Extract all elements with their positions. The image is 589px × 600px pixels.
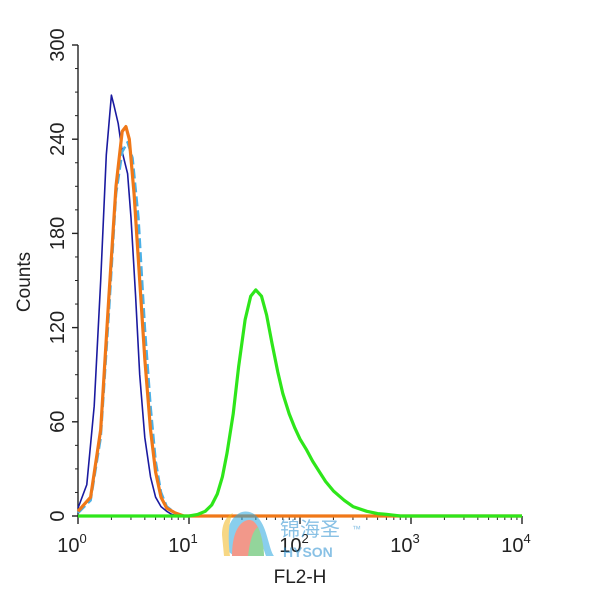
hyson-watermark: 锦海圣 HYSON ™ xyxy=(222,511,361,560)
x-tick-labels: 100 101 102 103 104 xyxy=(57,531,530,557)
x-axis-title: FL2-H xyxy=(274,567,327,588)
x-tick-label: 101 xyxy=(168,531,197,557)
series-line-2 xyxy=(77,141,522,518)
y-tick-label: 240 xyxy=(47,123,69,156)
x-tick-label: 103 xyxy=(390,531,419,557)
y-tick-labels: 0 60 120 180 240 300 xyxy=(47,28,69,521)
watermark-cn-text: 锦海圣 xyxy=(280,518,340,541)
x-tick-label: 104 xyxy=(501,531,530,557)
series-line-4 xyxy=(78,288,522,518)
x-tick-label-exp: 0 xyxy=(80,531,87,546)
y-tick-label: 180 xyxy=(47,217,69,250)
y-axis-title: Counts xyxy=(14,252,35,312)
x-ticks xyxy=(77,516,523,524)
x-tick-label-base: 10 xyxy=(57,535,79,557)
y-tick-label: 0 xyxy=(47,510,69,521)
x-tick-label-exp: 3 xyxy=(413,531,420,546)
x-tick-label-base: 10 xyxy=(168,535,190,557)
y-tick-label: 300 xyxy=(47,28,69,61)
y-tick-label: 120 xyxy=(47,311,69,344)
x-tick-label: 102 xyxy=(279,531,308,557)
x-tick-label-exp: 4 xyxy=(524,531,531,546)
y-tick-label: 60 xyxy=(47,411,69,433)
y-ticks xyxy=(72,44,78,517)
x-tick-label-base: 10 xyxy=(390,535,412,557)
watermark-tm: ™ xyxy=(352,524,361,534)
x-tick-label-base: 10 xyxy=(501,535,523,557)
hyson-logo-icon xyxy=(222,511,274,556)
watermark-en-text: HYSON xyxy=(283,544,333,560)
x-tick-label: 100 xyxy=(57,531,86,557)
series-group xyxy=(76,94,522,518)
x-tick-label-exp: 1 xyxy=(191,531,198,546)
x-tick-label-base: 10 xyxy=(279,535,301,557)
x-tick-label-exp: 2 xyxy=(302,531,309,546)
